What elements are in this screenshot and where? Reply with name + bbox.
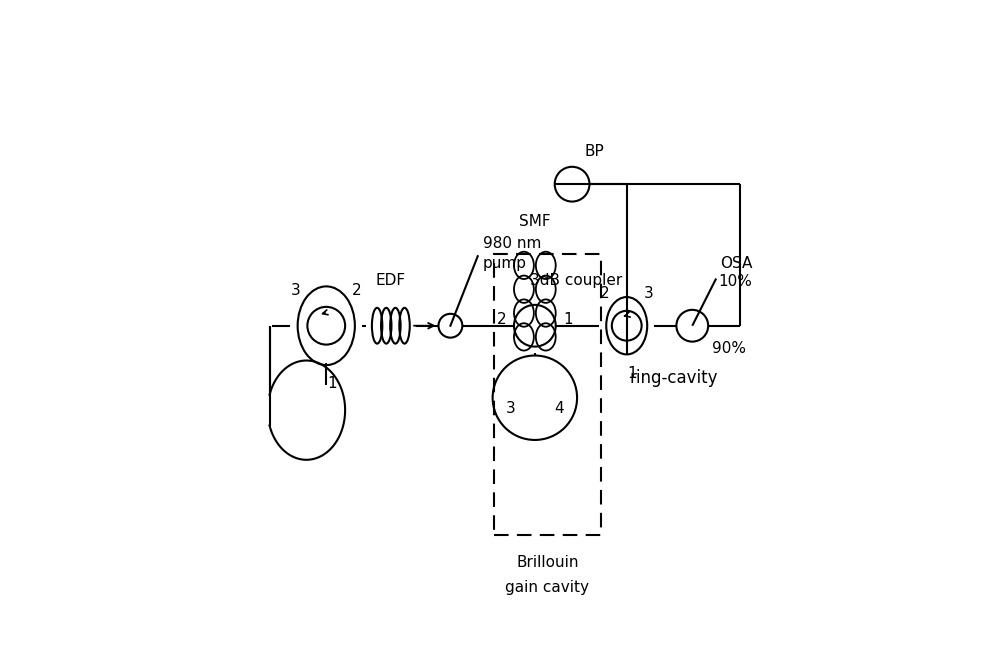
- Text: Brillouin: Brillouin: [516, 555, 579, 570]
- Text: 980 nm: 980 nm: [483, 236, 541, 252]
- Text: gain cavity: gain cavity: [505, 580, 589, 595]
- Text: 1: 1: [627, 366, 637, 381]
- Text: 10%: 10%: [719, 273, 752, 288]
- Text: OSA: OSA: [720, 256, 752, 271]
- Text: 3: 3: [506, 401, 516, 416]
- Text: 2: 2: [600, 286, 609, 301]
- Text: 3dB coupler: 3dB coupler: [530, 273, 622, 288]
- Text: 2: 2: [496, 312, 506, 327]
- Text: ring-cavity: ring-cavity: [630, 369, 718, 387]
- Text: 1: 1: [564, 312, 573, 327]
- Text: SMF: SMF: [519, 214, 551, 229]
- Bar: [494, 253, 601, 535]
- Text: 90%: 90%: [712, 341, 746, 355]
- Text: pump: pump: [483, 256, 527, 271]
- Text: 4: 4: [554, 401, 563, 416]
- Text: EDF: EDF: [376, 273, 406, 288]
- Text: 3: 3: [291, 283, 301, 299]
- Text: 2: 2: [352, 283, 361, 299]
- Text: 3: 3: [644, 286, 654, 301]
- Text: BP: BP: [585, 144, 604, 159]
- Text: 1: 1: [327, 377, 337, 392]
